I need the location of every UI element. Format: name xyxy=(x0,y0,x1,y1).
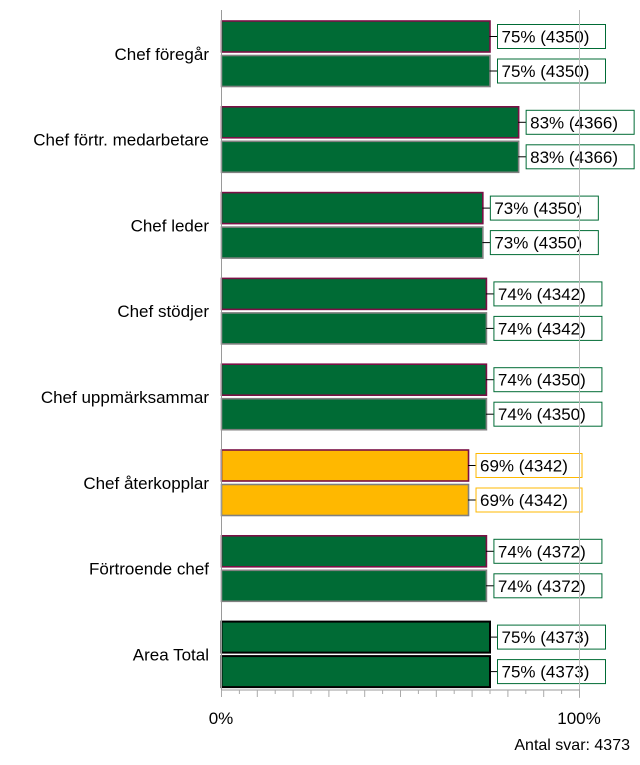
data-label: 69% (4342) xyxy=(480,491,568,510)
data-label: 74% (4342) xyxy=(498,319,586,338)
data-label-box xyxy=(497,58,606,84)
data-label: 83% (4366) xyxy=(530,148,618,167)
data-label: 74% (4350) xyxy=(498,405,586,424)
data-label: 75% (4373) xyxy=(502,628,590,647)
bar xyxy=(220,191,484,225)
data-label-box xyxy=(493,538,603,564)
data-label-box xyxy=(493,315,603,341)
bar xyxy=(220,20,491,53)
data-label: 83% (4366) xyxy=(530,113,618,132)
category-label: Chef förtr. medarbetare xyxy=(33,131,209,150)
data-label: 74% (4342) xyxy=(498,285,586,304)
bar xyxy=(220,534,488,568)
data-label: 73% (4350) xyxy=(494,199,582,218)
data-label-box xyxy=(493,367,603,393)
data-label: 69% (4342) xyxy=(480,457,568,476)
data-label-box xyxy=(489,230,599,256)
bar xyxy=(220,312,488,345)
bar xyxy=(220,483,470,517)
data-label: 73% (4350) xyxy=(494,234,582,253)
data-label-box xyxy=(475,453,583,478)
x-tick-label: 100% xyxy=(557,709,600,728)
bar xyxy=(220,140,520,174)
category-label: Förtroende chef xyxy=(89,560,209,579)
data-label: 74% (4372) xyxy=(498,542,586,561)
bar xyxy=(220,655,491,689)
category-label: Chef uppmärksammar xyxy=(41,388,210,407)
data-label-box xyxy=(493,401,603,427)
category-label: Chef återkopplar xyxy=(83,474,209,493)
data-label-box xyxy=(475,487,583,513)
bar xyxy=(220,226,484,259)
bar xyxy=(220,620,491,654)
bar xyxy=(220,363,488,397)
category-label: Area Total xyxy=(133,645,209,664)
data-label-box xyxy=(497,24,606,49)
data-label: 75% (4373) xyxy=(502,663,590,682)
data-label-box xyxy=(493,281,603,307)
data-label-box xyxy=(525,109,635,135)
bar xyxy=(220,106,520,139)
data-label: 74% (4350) xyxy=(498,371,586,390)
category-label: Chef föregår xyxy=(115,45,210,64)
data-label-box xyxy=(489,195,599,221)
category-label: Chef stödjer xyxy=(117,302,209,321)
bar xyxy=(220,397,488,431)
data-label: 75% (4350) xyxy=(502,62,590,81)
bar xyxy=(220,54,491,88)
response-count-note: Antal svar: 4373 xyxy=(514,737,630,754)
data-label-box xyxy=(493,573,603,599)
category-label: Chef leder xyxy=(131,216,210,235)
bar xyxy=(220,277,488,311)
data-label: 74% (4372) xyxy=(498,577,586,596)
data-label-box xyxy=(525,144,635,170)
data-label: 75% (4350) xyxy=(502,28,590,47)
data-label-box xyxy=(497,624,606,650)
data-label-box xyxy=(497,659,606,685)
bar xyxy=(220,569,488,603)
bar xyxy=(220,449,470,482)
x-tick-label: 0% xyxy=(209,709,234,728)
